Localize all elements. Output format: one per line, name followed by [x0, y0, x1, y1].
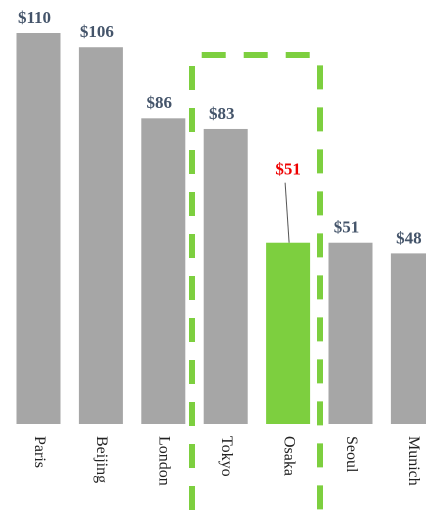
bar — [16, 33, 61, 424]
value-label: $86 — [147, 93, 173, 112]
x-tick-label: Paris — [31, 436, 48, 468]
bar — [141, 118, 186, 425]
bar — [203, 128, 248, 425]
x-tick-label: London — [156, 436, 173, 486]
highlight-box — [189, 52, 323, 510]
value-label: $51 — [275, 160, 301, 179]
x-tick-label: Munich — [405, 436, 422, 486]
value-label: $83 — [209, 104, 235, 123]
bar — [390, 253, 426, 424]
leader-line — [284, 182, 290, 243]
bar — [328, 242, 373, 424]
value-label: $106 — [80, 22, 114, 41]
value-label: $51 — [334, 218, 360, 237]
x-tick-label: Osaka — [280, 436, 297, 476]
value-label: $110 — [18, 8, 51, 27]
x-tick-label: Tokyo — [218, 436, 235, 477]
x-tick-label: Beijing — [93, 436, 110, 483]
value-label: $48 — [396, 228, 422, 247]
x-tick-label: Seoul — [343, 436, 360, 473]
bar — [78, 47, 123, 425]
bar — [266, 242, 311, 424]
